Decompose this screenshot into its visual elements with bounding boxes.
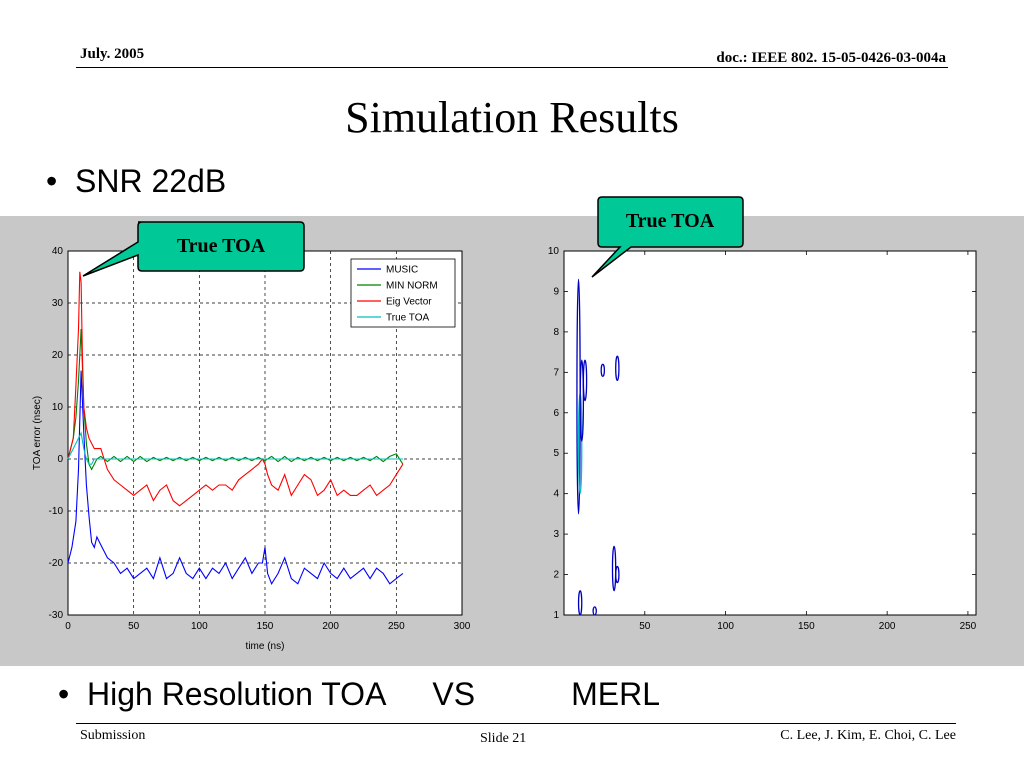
bullet-snr-text: SNR 22dB	[74, 163, 227, 199]
footer-left: Submission	[80, 728, 146, 743]
callout-right-text: True TOA	[626, 210, 715, 232]
right-ytick-label: 1	[553, 610, 559, 621]
contour-blob	[582, 359, 588, 402]
series-line-true-toa	[67, 431, 403, 465]
contour-blob	[592, 606, 597, 616]
left-xtick-label: 250	[388, 621, 405, 632]
slide-title: Simulation Results	[345, 93, 679, 142]
footer-right: C. Lee, J. Kim, E. Choi, C. Lee	[780, 728, 956, 743]
right-ytick-label: 2	[553, 570, 559, 581]
left-ytick-label: 10	[52, 402, 64, 413]
bullet-comparison-part1: High Resolution TOA	[86, 676, 387, 712]
right-xtick-label: 150	[798, 621, 815, 632]
header-doc-id: doc.: IEEE 802. 15-05-0426-03-004a	[716, 50, 946, 66]
right-ticks: 50 100 150 200 250 10 9 8 7 6 5 4 3 2 1	[548, 246, 977, 632]
figure-panel: 0 50 100 150 200 250 300 40 30 20 10 0 -10 -20 -30 tim…	[0, 216, 1024, 666]
left-ylabel: TOA error (nsec)	[32, 396, 43, 470]
right-xtick-label: 100	[717, 621, 734, 632]
footer-center: Slide 21	[480, 731, 527, 746]
contour-blob	[600, 363, 606, 378]
left-ytick-label: 20	[52, 350, 64, 361]
right-ytick-label: 9	[553, 286, 559, 297]
series-line-music	[67, 370, 404, 586]
bullet-comparison: • High Resolution TOA VS MERL	[58, 676, 660, 712]
callout-left: True TOA	[82, 221, 305, 277]
right-ytick-label: 10	[548, 246, 560, 257]
right-ytick-label: 3	[553, 529, 559, 540]
callout-left-text: True TOA	[177, 235, 266, 257]
left-legend: MUSIC MIN NORM Eig Vector True TOA	[350, 258, 456, 328]
contour-blob	[615, 565, 620, 584]
right-plot-area	[563, 250, 977, 616]
right-xtick-label: 50	[639, 621, 651, 632]
right-ytick-label: 6	[553, 408, 559, 419]
left-xtick-label: 200	[322, 621, 339, 632]
left-lines	[67, 271, 404, 586]
left-ytick-label: 30	[52, 298, 64, 309]
contour-blob	[615, 355, 620, 382]
right-ytick-label: 7	[553, 367, 559, 378]
footer-rule	[76, 723, 956, 724]
bullet-snr: • SNR 22dB	[46, 163, 227, 199]
bullet-comparison-part3: MERL	[571, 676, 660, 712]
right-xtick-label: 250	[960, 621, 977, 632]
right-ytick-label: 5	[553, 448, 559, 459]
left-xtick-label: 100	[191, 621, 208, 632]
right-blobs	[576, 278, 620, 616]
legend-label: True TOA	[386, 313, 429, 324]
header-date: July. 2005	[80, 46, 145, 62]
left-xtick-label: 300	[454, 621, 471, 632]
legend-label: MIN NORM	[386, 281, 438, 292]
right-ytick-label: 8	[553, 327, 559, 338]
contour-blob	[579, 359, 585, 442]
left-xtick-label: 0	[65, 621, 71, 632]
legend-label: Eig Vector	[386, 297, 432, 308]
legend-label: MUSIC	[386, 265, 418, 276]
left-xlabel: time (ns)	[246, 641, 285, 652]
series-line-eig-vector	[67, 271, 404, 507]
left-xtick-label: 50	[128, 621, 140, 632]
left-ytick-label: -10	[49, 506, 64, 517]
left-xtick-label: 150	[257, 621, 274, 632]
right-xtick-label: 200	[879, 621, 896, 632]
contour-blob	[577, 590, 583, 616]
callout-right: True TOA	[591, 196, 744, 278]
left-ytick-label: -30	[49, 610, 64, 621]
bullet-comparison-part2: VS	[432, 676, 476, 712]
header-rule	[76, 67, 948, 68]
left-ytick-label: 40	[52, 246, 64, 257]
legend-box	[350, 258, 456, 328]
right-ytick-label: 4	[553, 489, 559, 500]
left-ytick-label: 0	[57, 454, 63, 465]
left-ytick-label: -20	[49, 558, 64, 569]
